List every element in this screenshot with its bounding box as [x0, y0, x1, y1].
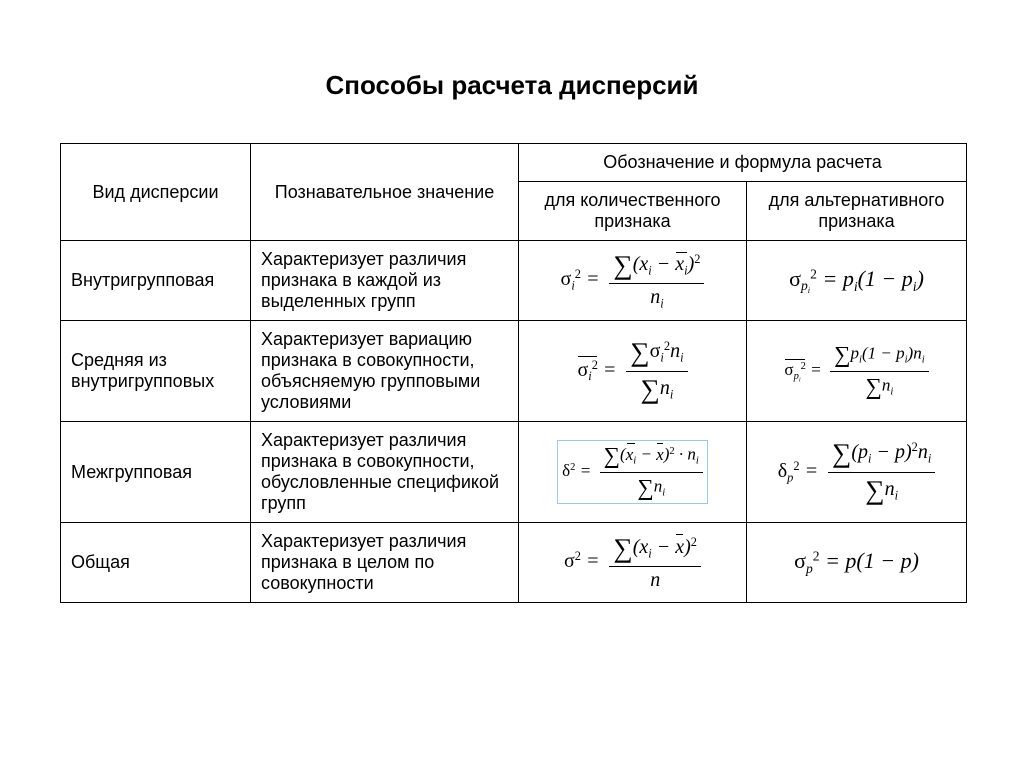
col-meaning: Познавательное значение	[251, 144, 519, 241]
row-name: Общая	[61, 523, 251, 603]
dispersion-table: Вид дисперсии Познавательное значение Об…	[60, 143, 967, 603]
col-alternative: для альтернативного признака	[747, 182, 967, 241]
col-formula-group: Обозначение и формула расчета	[519, 144, 967, 182]
formula-alternative: δp2 = ∑(pi − p)2ni ∑ni	[747, 422, 967, 523]
formula-alternative: σpi2 = pi(1 − pi)	[747, 241, 967, 321]
row-name: Внутригрупповая	[61, 241, 251, 321]
row-desc: Характеризует различия признака в целом …	[251, 523, 519, 603]
formula-quantitative: σ2 = ∑(xi − x)2 n	[519, 523, 747, 603]
table-header-row-1: Вид дисперсии Познавательное значение Об…	[61, 144, 967, 182]
row-name: Межгрупповая	[61, 422, 251, 523]
formula-alternative: σp2 = p(1 − p)	[747, 523, 967, 603]
row-desc: Характеризует различия признака в совоку…	[251, 422, 519, 523]
page: Способы расчета дисперсий Вид дисперсии …	[0, 0, 1024, 603]
table-row: Общая Характеризует различия признака в …	[61, 523, 967, 603]
table-row: Средняя из внутригрупповых Характеризует…	[61, 321, 967, 422]
row-name: Средняя из внутригрупповых	[61, 321, 251, 422]
page-title: Способы расчета дисперсий	[60, 70, 964, 101]
row-desc: Характеризует вариацию признака в совоку…	[251, 321, 519, 422]
formula-alternative: σpi2 = ∑pi(1 − pi)ni ∑ni	[747, 321, 967, 422]
col-type: Вид дисперсии	[61, 144, 251, 241]
table-row: Межгрупповая Характеризует различия приз…	[61, 422, 967, 523]
table-row: Внутригрупповая Характеризует различия п…	[61, 241, 967, 321]
row-desc: Характеризует различия признака в каждой…	[251, 241, 519, 321]
formula-quantitative: σi2 = ∑σi2ni ∑ni	[519, 321, 747, 422]
formula-quantitative: δ2 = ∑(xi − x)2 · ni ∑ni	[519, 422, 747, 523]
col-quantitative: для количественного признака	[519, 182, 747, 241]
formula-quantitative: σi2 = ∑(xi − xi)2 ni	[519, 241, 747, 321]
